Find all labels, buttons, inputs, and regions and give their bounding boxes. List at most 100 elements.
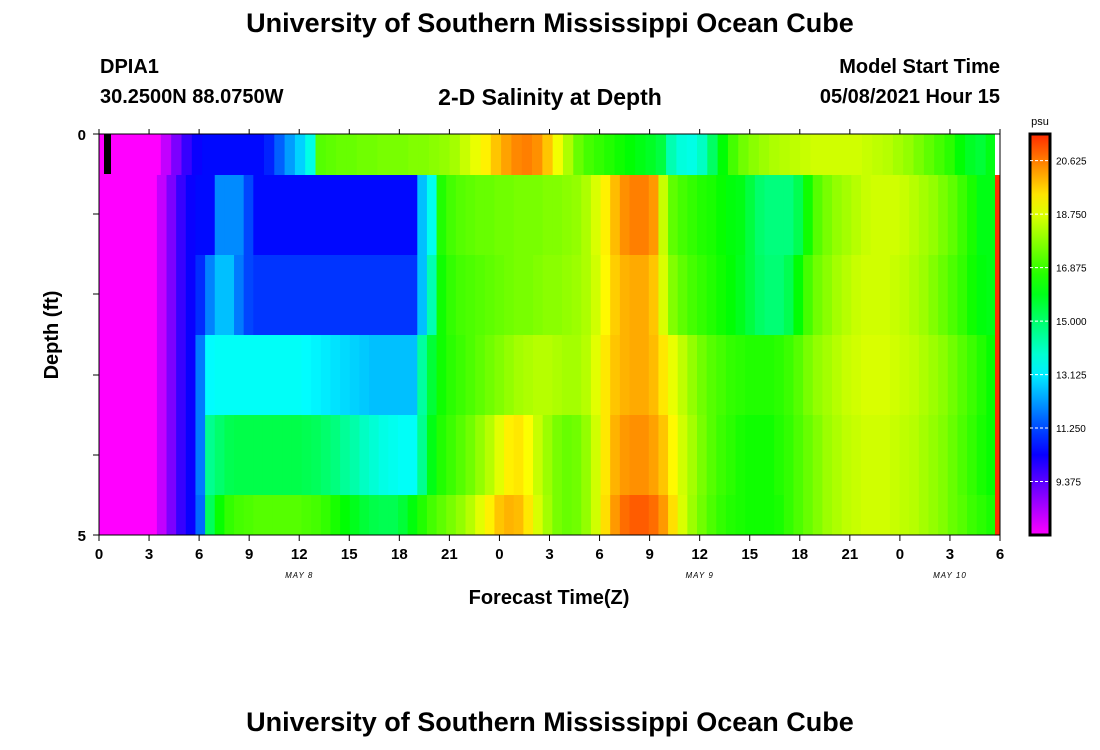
heatmap-cell xyxy=(954,134,966,175)
heatmap-cell xyxy=(629,255,640,335)
model-start-value: 05/08/2021 Hour 15 xyxy=(819,86,1000,108)
heatmap-cell xyxy=(195,175,206,255)
heatmap-cell xyxy=(841,335,852,415)
heatmap-cell xyxy=(668,175,679,255)
heatmap-cell xyxy=(870,335,881,415)
heatmap-cell xyxy=(668,415,679,495)
heatmap-cell xyxy=(166,255,177,335)
heatmap-cell xyxy=(234,495,245,535)
page-title: University of Southern Mississippi Ocean… xyxy=(246,8,854,38)
heatmap-cell xyxy=(648,335,660,415)
heatmap-cell xyxy=(222,134,234,175)
heatmap-cell xyxy=(378,495,389,535)
heatmap-cell xyxy=(214,335,225,415)
heatmap-cell xyxy=(957,495,968,535)
heatmap-cell xyxy=(224,335,235,415)
heatmap-cell xyxy=(822,335,833,415)
heatmap-cell xyxy=(263,134,275,175)
heatmap-cell xyxy=(407,335,418,415)
heatmap-cell xyxy=(619,415,631,495)
heatmap-cell xyxy=(127,415,139,495)
heatmap-cell xyxy=(735,335,746,415)
heatmap-cell xyxy=(533,415,544,495)
heatmap-cell xyxy=(583,134,595,175)
heatmap-cell xyxy=(832,495,843,535)
heatmap-cell xyxy=(349,415,361,495)
heatmap-cell xyxy=(108,255,119,335)
colorbar-unit: psu xyxy=(1031,116,1049,128)
heatmap-cell xyxy=(562,134,574,175)
heatmap-cell xyxy=(812,255,823,335)
heatmap-cell xyxy=(552,415,563,495)
heatmap-cell xyxy=(398,134,409,175)
heatmap-cell xyxy=(494,415,505,495)
heatmap-cell xyxy=(455,255,467,335)
heatmap-cell xyxy=(870,495,881,535)
heatmap-cell xyxy=(610,415,621,495)
heatmap-cell xyxy=(513,255,524,335)
heatmap-cell xyxy=(725,335,737,415)
heatmap-cell xyxy=(455,495,467,535)
heatmap-cell xyxy=(504,255,515,335)
heatmap-cell xyxy=(889,255,901,335)
heatmap-cell xyxy=(195,495,206,535)
heatmap-cell xyxy=(320,415,332,495)
heatmap-cell xyxy=(581,175,592,255)
x-tick-label: 12 xyxy=(291,546,308,563)
heatmap-cell xyxy=(513,175,524,255)
heatmap-cell xyxy=(706,175,717,255)
heatmap-cell xyxy=(181,134,193,175)
heatmap-cell xyxy=(822,495,833,535)
heatmap-cell xyxy=(388,335,399,415)
heatmap-cell xyxy=(967,175,978,255)
heatmap-cell xyxy=(262,495,274,535)
heatmap-cell xyxy=(446,175,457,255)
heatmap-cell xyxy=(234,335,245,415)
heatmap-cell xyxy=(889,335,901,415)
heatmap-cell xyxy=(234,175,245,255)
x-axis: 0 3 6 9 12 15 18 21 0 3 6 9 12 15 18 21 0 3 6 MAY 8 MAY 9 MAY… xyxy=(95,129,1004,580)
heatmap-cell xyxy=(995,175,1000,535)
heatmap-cell xyxy=(378,255,389,335)
heatmap-cell xyxy=(918,495,930,535)
heatmap-cell xyxy=(205,415,216,495)
heatmap-cell xyxy=(928,255,939,335)
heatmap-cell xyxy=(108,415,119,495)
heatmap-cell xyxy=(822,175,833,255)
heatmap-cell xyxy=(542,495,553,535)
x-tick-label: 15 xyxy=(741,546,758,563)
heatmap-cell xyxy=(918,175,930,255)
heatmap-cell xyxy=(909,495,920,535)
heatmap-cell xyxy=(789,134,801,175)
heatmap-cell xyxy=(860,495,872,535)
heatmap-cell xyxy=(957,175,968,255)
heatmap-cell xyxy=(320,495,332,535)
heatmap-cell xyxy=(677,495,688,535)
heatmap-cell xyxy=(645,134,657,175)
heatmap-cell xyxy=(697,134,708,175)
heatmap-cell xyxy=(426,335,438,415)
heatmap-cell xyxy=(803,255,814,335)
heatmap-cell xyxy=(967,255,978,335)
heatmap-cell xyxy=(635,134,647,175)
heatmap-cell xyxy=(417,335,428,415)
heatmap-cell xyxy=(340,175,351,255)
heatmap-cell xyxy=(725,175,737,255)
heatmap-cell xyxy=(205,335,216,415)
heatmap-cell xyxy=(291,495,303,535)
date-label: MAY 10 xyxy=(933,571,967,580)
heatmap-cell xyxy=(860,255,872,335)
heatmap-cell xyxy=(841,415,852,495)
heatmap-cell xyxy=(513,415,524,495)
heatmap-cell xyxy=(812,415,823,495)
footer-title: University of Southern Mississippi Ocean… xyxy=(246,707,854,737)
heatmap-cell xyxy=(315,134,327,175)
heatmap-cell xyxy=(455,175,467,255)
heatmap-cell xyxy=(494,335,505,415)
heatmap-cell xyxy=(465,495,476,535)
colorbar-tick-label: 18.750 xyxy=(1056,210,1087,221)
heatmap-cell xyxy=(754,495,766,535)
heatmap-cell xyxy=(195,335,206,415)
heatmap-cell xyxy=(359,335,370,415)
x-tick-label: 3 xyxy=(545,546,553,563)
